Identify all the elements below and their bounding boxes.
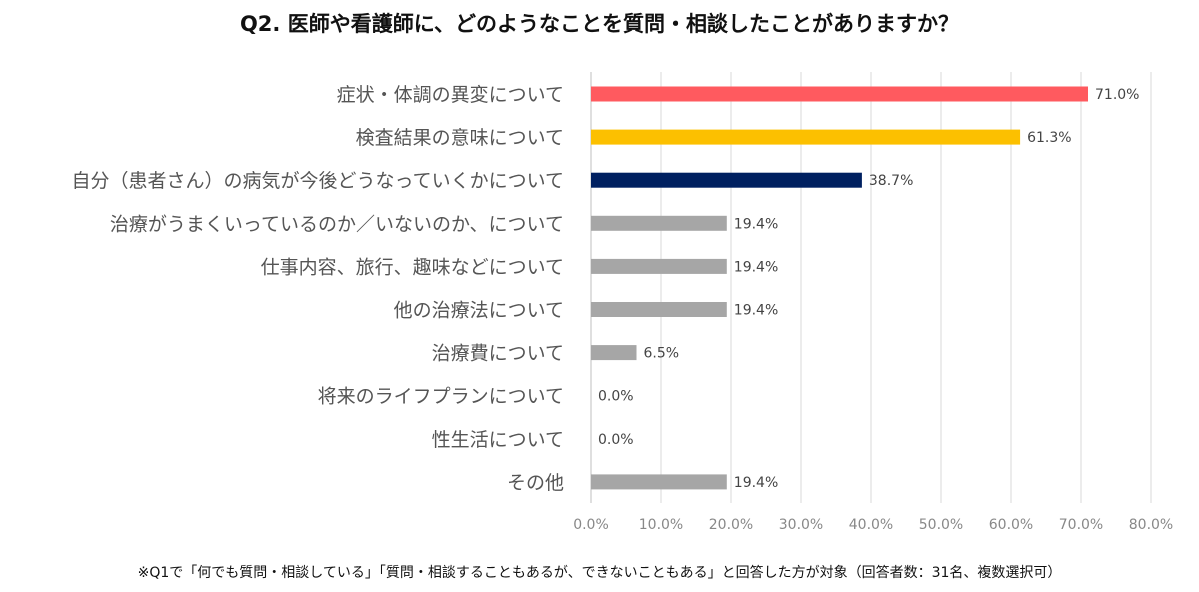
x-tick-label: 80.0% [1129, 517, 1173, 533]
category-label: 自分（患者さん）の病気が今後どうなっていくかについて [72, 170, 564, 192]
x-tick-label: 10.0% [639, 517, 683, 533]
value-label: 0.0% [598, 432, 634, 448]
x-tick-label: 30.0% [779, 517, 823, 533]
bar [591, 345, 637, 361]
x-tick-label: 40.0% [849, 517, 893, 533]
x-tick-label: 60.0% [989, 517, 1033, 533]
category-label: その他 [507, 472, 564, 494]
category-label: 治療がうまくいっているのか／いないのか、について [110, 213, 564, 235]
bar [591, 129, 1021, 145]
bar [591, 302, 727, 317]
category-label: 他の治療法について [394, 300, 564, 322]
x-tick-label: 50.0% [919, 517, 963, 533]
bar [591, 258, 727, 274]
value-label: 19.4% [734, 303, 778, 319]
bar [591, 474, 727, 490]
footnote: ※Q1で「何でも質問・相談している」「質問・相談することもあるが、できないことも… [137, 565, 1062, 581]
x-tick-label: 0.0% [573, 517, 609, 533]
category-label: 症状・体調の異変について [337, 84, 564, 106]
category-label: 検査結果の意味について [356, 127, 564, 149]
chart-title: Q2. 医師や看護師に、どのようなことを質問・相談したことがありますか？ [239, 12, 960, 36]
category-label: 性生活について [432, 429, 564, 451]
value-label: 19.4% [734, 216, 778, 232]
value-label: 61.3% [1027, 130, 1071, 146]
category-label: 将来のライフプランについて [318, 386, 564, 408]
value-label: 38.7% [869, 173, 913, 189]
bar [591, 86, 1088, 102]
value-label: 71.0% [1095, 87, 1139, 103]
bar-chart: 0.0% 10.0% 20.0% 30.0% 40.0% 50.0% 60.0% 70.0% 8… [72, 72, 1173, 533]
value-label: 19.4% [734, 259, 778, 275]
value-label: 6.5% [644, 346, 680, 362]
x-tick-label: 70.0% [1059, 517, 1103, 533]
bar [591, 172, 862, 188]
category-label: 仕事内容、旅行、趣味などについて [261, 256, 564, 278]
value-label: 0.0% [598, 389, 634, 405]
value-label: 19.4% [734, 475, 778, 491]
bar [591, 215, 727, 231]
x-tick-label: 20.0% [709, 517, 753, 533]
category-label: 治療費について [432, 343, 564, 365]
